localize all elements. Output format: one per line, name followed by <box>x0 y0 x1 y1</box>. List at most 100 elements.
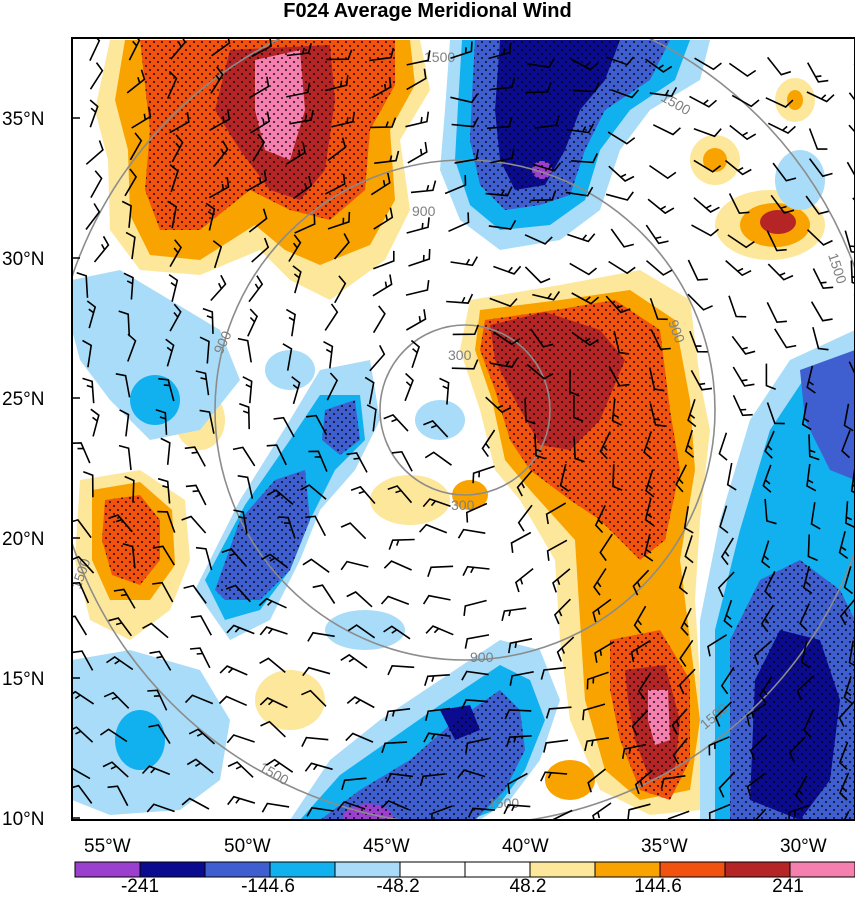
wind-barb <box>725 260 752 277</box>
wind-barb <box>202 307 214 334</box>
wind-barb <box>594 641 615 663</box>
wind-barb <box>572 395 584 422</box>
wind-barb <box>76 272 89 298</box>
negative-wind-region-north <box>440 40 710 250</box>
wind-barb <box>324 173 346 195</box>
wind-barb <box>593 568 607 596</box>
wind-barb <box>608 165 635 182</box>
wind-barb <box>391 450 413 472</box>
wind-barb <box>545 502 567 525</box>
positive-wind-region-northwest <box>95 40 430 300</box>
range-ring-900km <box>214 159 716 661</box>
colorbar-swatch <box>724 861 791 878</box>
wind-barb <box>427 565 454 577</box>
wind-barb <box>463 599 487 616</box>
wind-barb <box>749 734 768 761</box>
wind-barb <box>125 231 136 260</box>
lat-label-10n: 10°N <box>2 809 44 830</box>
wind-barb <box>282 343 293 371</box>
wind-barb <box>465 502 488 523</box>
wind-barb <box>158 377 175 402</box>
range-rings <box>72 38 855 820</box>
wind-barb <box>169 239 182 267</box>
wind-barb <box>118 310 131 337</box>
wind-barb <box>727 234 755 249</box>
wind-barb <box>765 97 794 108</box>
wind-barb <box>587 768 606 793</box>
wind-barb <box>383 560 412 571</box>
wind-barb <box>806 91 835 103</box>
wind-barb <box>406 68 427 91</box>
wind-barb <box>251 237 270 263</box>
wind-barb <box>119 409 130 437</box>
wind-barb <box>838 700 855 728</box>
wind-barb <box>643 533 654 562</box>
wind-barb <box>807 62 829 83</box>
wind-barb <box>226 624 255 635</box>
wind-barb <box>504 709 532 720</box>
wind-barb <box>102 761 129 778</box>
wind-barb <box>169 111 190 134</box>
wind-barb <box>106 656 134 671</box>
wind-barb <box>610 89 640 99</box>
wind-barb <box>573 436 585 463</box>
wind-barb <box>195 546 213 571</box>
colorbar-labels: -241 -144.6 -48.2 48.2 144.6 241 <box>121 876 804 897</box>
wind-barb <box>210 274 227 302</box>
wind-barb <box>746 772 766 797</box>
wind-barb <box>72 690 95 705</box>
wind-barb <box>186 758 214 774</box>
wind-barb <box>259 626 288 636</box>
wind-barb <box>606 56 635 66</box>
negative-wind-region-small-blobs <box>265 150 825 650</box>
wind-barb <box>369 117 397 129</box>
wind-barb <box>559 463 570 492</box>
wind-barb <box>212 240 223 269</box>
wind-barb <box>649 87 678 97</box>
ring-label-900-south: 900 <box>470 649 494 665</box>
wind-barb <box>387 664 415 676</box>
wind-barb <box>383 413 409 432</box>
colorbar-swatch <box>529 861 596 878</box>
wind-barb <box>431 805 453 820</box>
wind-barb <box>155 408 168 435</box>
wind-barb <box>802 566 813 595</box>
wind-barb <box>652 124 681 136</box>
wind-barb <box>326 49 353 61</box>
lon-label-50w: 50°W <box>224 836 271 857</box>
wind-barb <box>649 367 665 392</box>
wind-barb <box>286 43 312 57</box>
wind-barb <box>301 736 329 747</box>
wind-barb <box>488 220 517 230</box>
wind-barb <box>247 308 259 337</box>
wind-barb <box>680 607 692 636</box>
wind-barb <box>570 58 599 71</box>
lon-label-45w: 45°W <box>363 836 410 857</box>
wind-barb <box>450 256 478 267</box>
wind-barb <box>218 695 248 707</box>
wind-barb <box>233 509 248 534</box>
wind-barb <box>89 99 99 128</box>
wind-barb <box>121 200 132 228</box>
wind-barb <box>371 76 392 99</box>
ring-label-900-north: 900 <box>412 203 436 219</box>
wind-barb <box>553 598 571 625</box>
wind-barb <box>226 734 255 744</box>
wind-barb <box>388 538 415 550</box>
wind-barb <box>384 708 411 722</box>
wind-barb <box>467 807 495 818</box>
wind-barb <box>157 477 171 504</box>
wind-barb <box>406 50 431 66</box>
wind-barb <box>346 696 375 709</box>
wind-barb <box>765 363 776 390</box>
wind-barb <box>501 607 527 621</box>
map-frame <box>71 37 855 821</box>
wind-barb <box>764 498 777 525</box>
wind-barb <box>493 331 521 346</box>
wind-barb <box>99 728 128 743</box>
colorbar-swatch <box>789 861 855 878</box>
wind-barb <box>115 373 131 398</box>
wind-barb <box>251 38 272 58</box>
wind-barb <box>232 446 256 467</box>
colorbar <box>74 861 855 878</box>
